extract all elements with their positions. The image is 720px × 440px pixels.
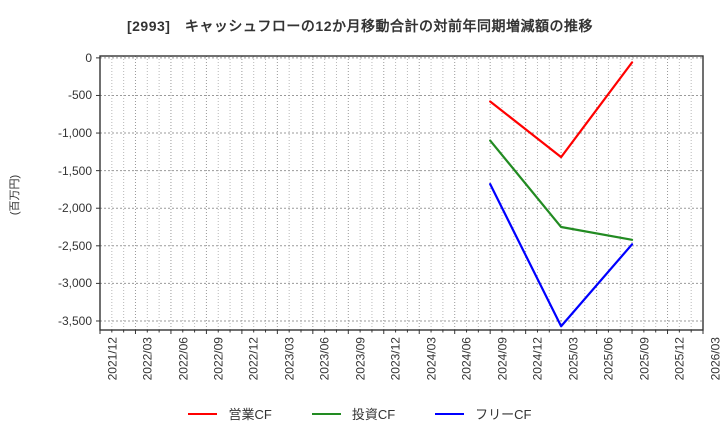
legend-swatch-free-cf <box>435 412 465 415</box>
y-tick-label: -1,500 <box>57 163 92 178</box>
series-line-free-cf <box>489 183 634 328</box>
series-line-operating-cf <box>489 61 634 159</box>
legend-swatch-investing-cf <box>311 412 341 415</box>
plot-border <box>99 55 704 331</box>
y-tick-label: -3,000 <box>57 276 92 291</box>
legend-label-investing-cf: 投資CF <box>351 407 396 422</box>
legend-label-free-cf: フリーCF <box>475 407 532 422</box>
y-tick-label: -1,000 <box>57 126 92 141</box>
legend-swatch-operating-cf <box>188 412 218 415</box>
legend-label-operating-cf: 営業CF <box>228 407 272 422</box>
y-tick-label: -500 <box>67 88 92 103</box>
y-tick-label: -2,000 <box>57 201 92 216</box>
y-tick-label: -3,500 <box>57 313 92 328</box>
legend-item-operating-cf: 営業CF <box>188 404 272 423</box>
legend-item-investing-cf: 投資CF <box>311 404 396 423</box>
y-tick-label: -2,500 <box>57 238 92 253</box>
y-tick-label: 0 <box>85 50 92 65</box>
series-line-investing-cf <box>489 139 634 241</box>
legend: 営業CF 投資CF フリーCF <box>0 404 720 423</box>
chart-title: [2993] キャッシュフローの12か月移動合計の対前年同期増減額の推移 <box>126 18 594 34</box>
legend-item-free-cf: フリーCF <box>435 404 532 423</box>
